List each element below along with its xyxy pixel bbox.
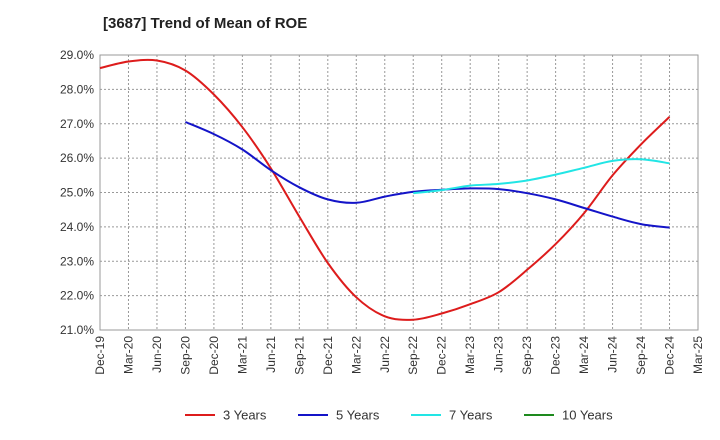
x-tick-label: Sep-22 — [406, 336, 420, 375]
legend-label: 10 Years — [562, 408, 613, 423]
x-tick-label: Jun-21 — [264, 336, 278, 373]
legend-label: 5 Years — [336, 408, 380, 423]
x-tick-label: Sep-23 — [520, 336, 534, 375]
x-tick-label: Jun-22 — [378, 336, 392, 373]
series-line-3-years — [99, 58, 671, 321]
legend-item: 10 Years — [524, 408, 613, 423]
x-tick-label: Sep-20 — [178, 336, 192, 375]
x-tick-label: Jun-20 — [150, 336, 164, 373]
x-tick-label: Dec-24 — [663, 336, 677, 375]
legend-item: 7 Years — [411, 408, 493, 423]
legend-label: 3 Years — [223, 408, 267, 423]
x-tick-label: Jun-23 — [492, 336, 506, 373]
x-tick-label: Dec-21 — [321, 336, 335, 375]
x-tick-label: Dec-19 — [93, 336, 107, 375]
y-tick-label: 27.0% — [60, 117, 94, 131]
y-tick-label: 21.0% — [60, 323, 94, 337]
x-tick-label: Dec-23 — [549, 336, 563, 375]
plot-area — [99, 54, 699, 331]
x-tick-label: Sep-24 — [634, 336, 648, 375]
legend-label: 7 Years — [449, 408, 493, 423]
legend-item: 5 Years — [298, 408, 380, 423]
x-tick-label: Mar-25 — [691, 336, 705, 374]
x-tick-label: Dec-20 — [207, 336, 221, 375]
y-tick-label: 22.0% — [60, 289, 94, 303]
y-tick-label: 24.0% — [60, 220, 94, 234]
y-tick-label: 26.0% — [60, 151, 94, 165]
x-tick-label: Sep-21 — [292, 336, 306, 375]
y-tick-label: 23.0% — [60, 254, 94, 268]
x-axis-tick-labels: Dec-19 Mar-20 Jun-20 Sep-20 Dec-20 Mar-21 Jun-… — [93, 336, 705, 375]
x-tick-label: Mar-20 — [121, 336, 135, 374]
y-tick-label: 29.0% — [60, 48, 94, 62]
y-tick-label: 28.0% — [60, 82, 94, 96]
x-tick-label: Mar-24 — [577, 336, 591, 374]
x-tick-label: Jun-24 — [606, 336, 620, 373]
x-tick-label: Mar-23 — [463, 336, 477, 374]
series-line-5-years — [185, 121, 670, 229]
series-lines — [99, 58, 671, 321]
x-tick-label: Mar-22 — [349, 336, 363, 374]
chart-title: [3687] Trend of Mean of ROE — [103, 15, 307, 32]
x-tick-label: Mar-21 — [235, 336, 249, 374]
series-line-7-years — [413, 158, 670, 195]
x-tick-label: Dec-22 — [435, 336, 449, 375]
legend-item: 3 Years — [185, 408, 267, 423]
y-tick-label: 25.0% — [60, 186, 94, 200]
y-axis-tick-labels: 21.0% 22.0% 23.0% 24.0% 25.0% 26.0% 27.0% 28.0%… — [60, 48, 94, 337]
legend: 3 Years 5 Years 7 Years 10 Years — [185, 408, 613, 423]
